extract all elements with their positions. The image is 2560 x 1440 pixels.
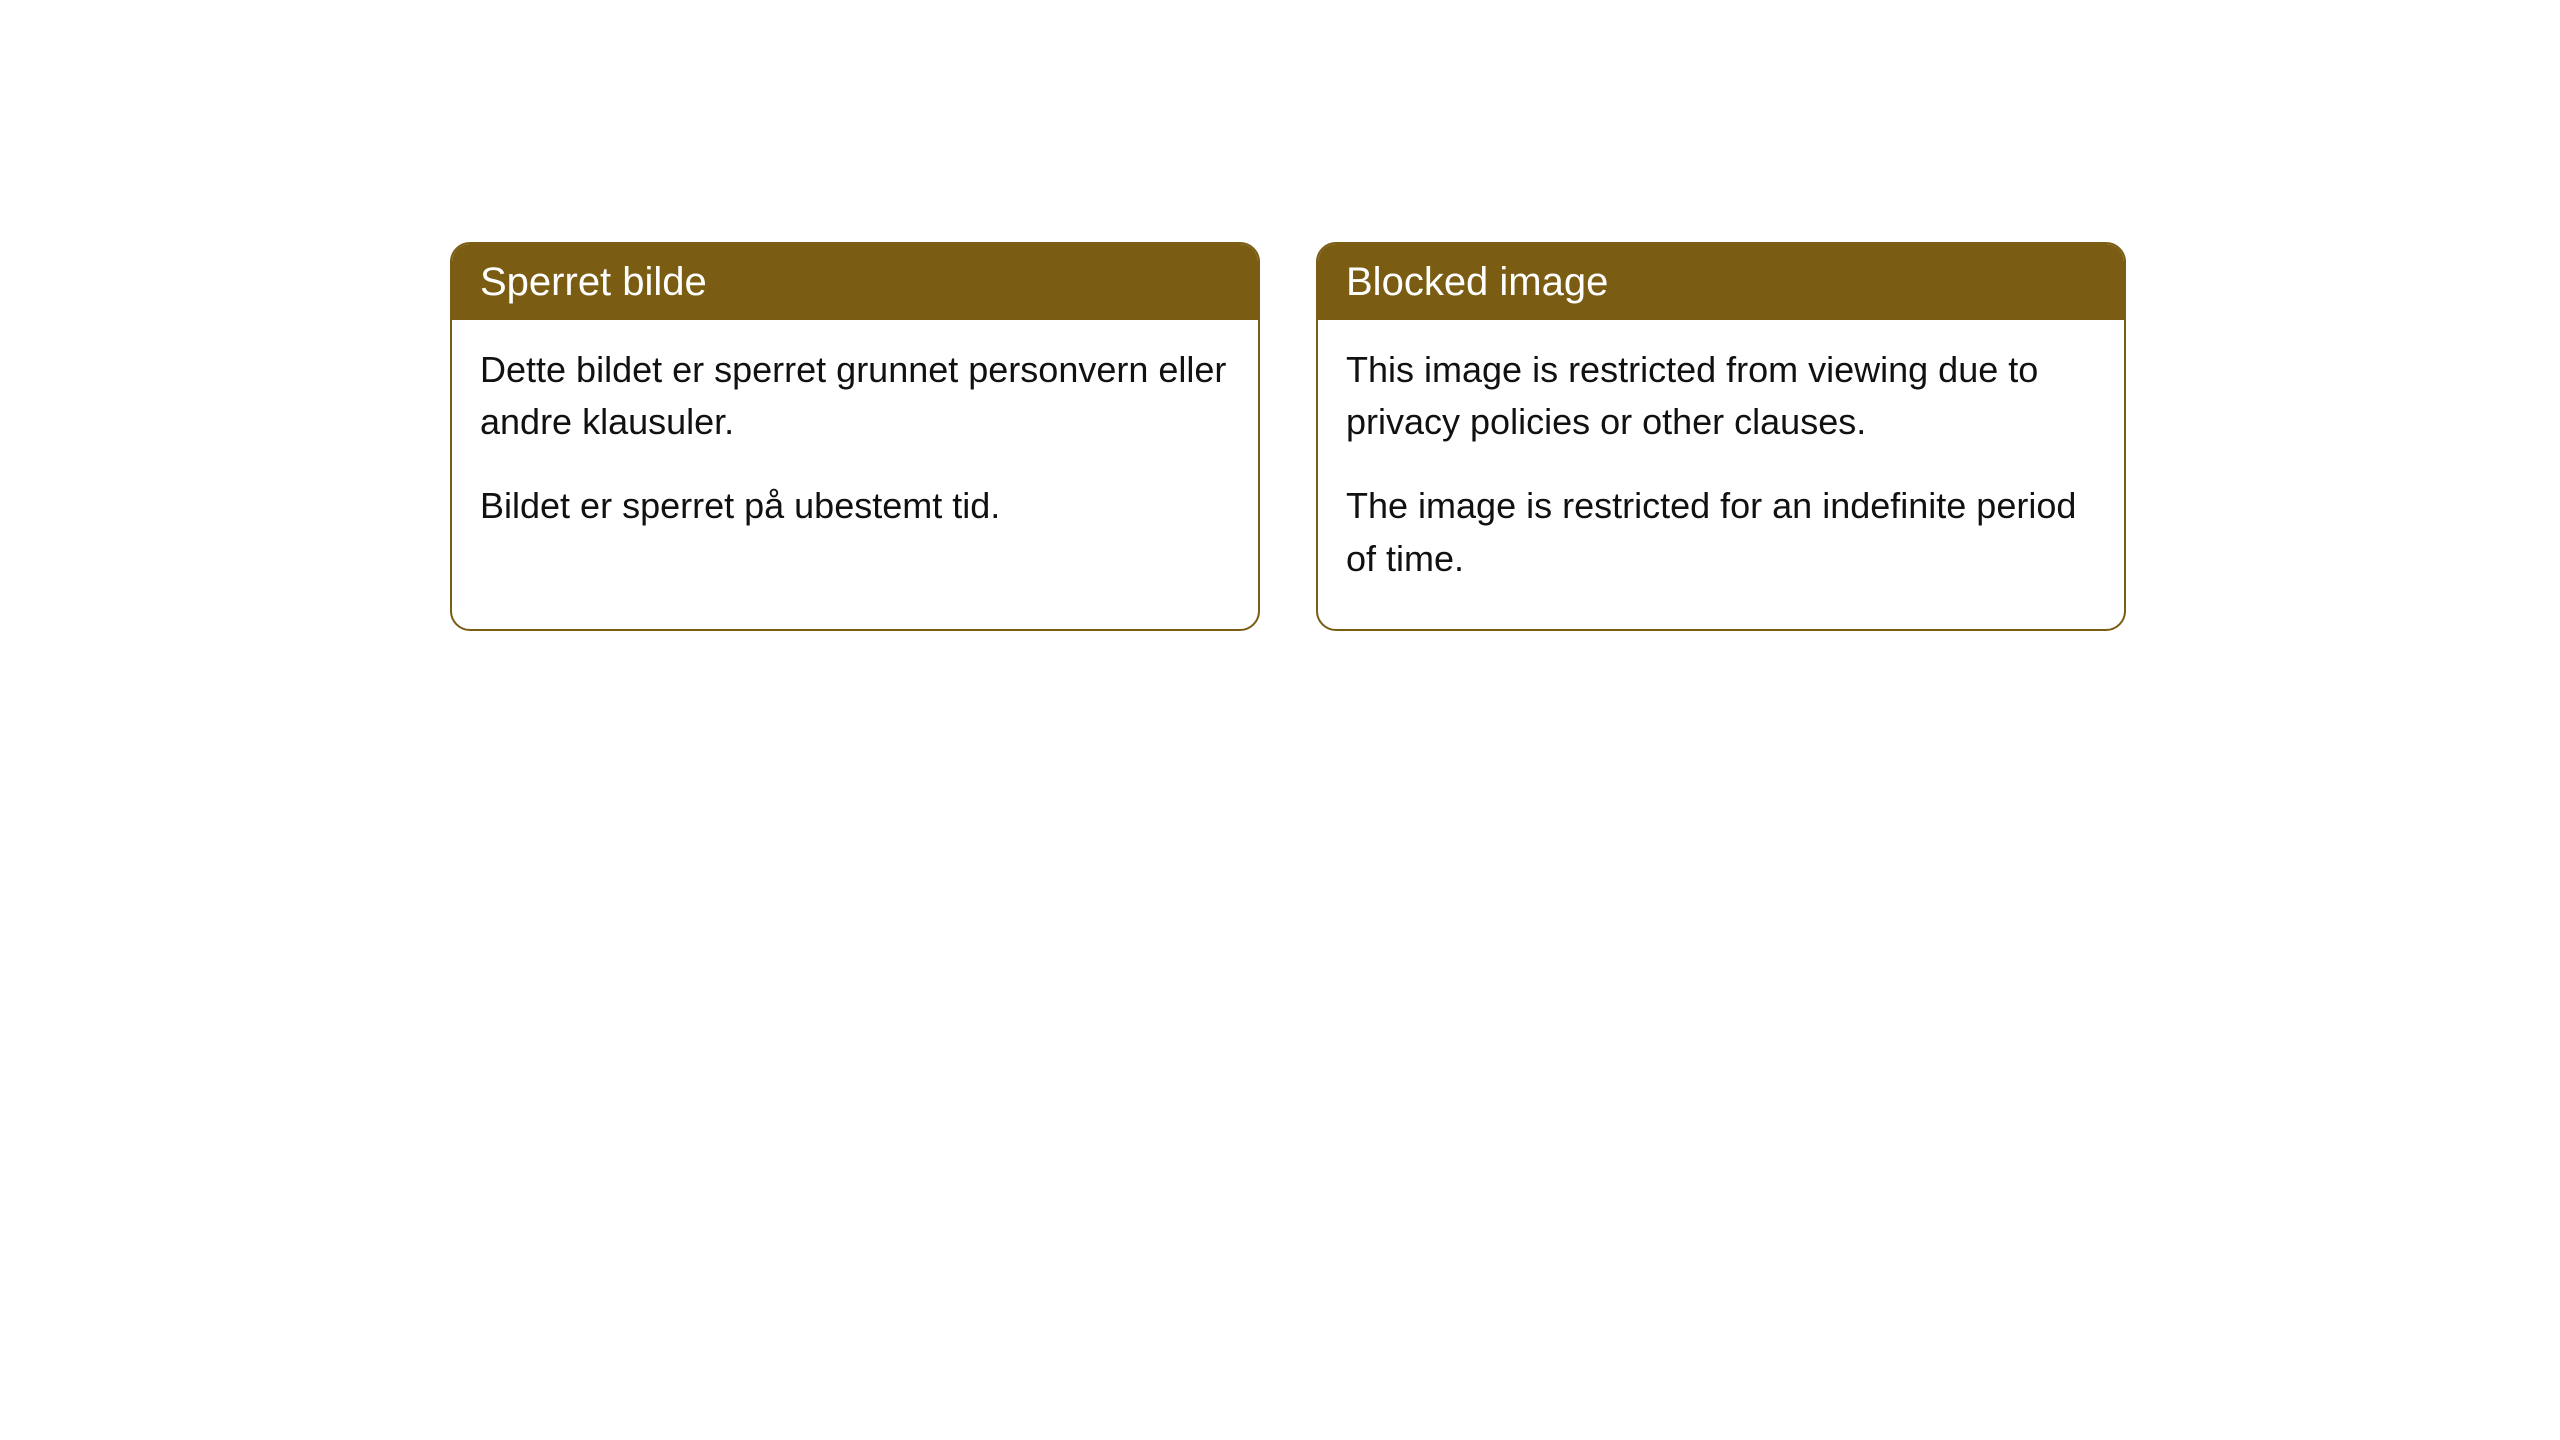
card-paragraph: Bildet er sperret på ubestemt tid.: [480, 480, 1230, 532]
card-paragraph: This image is restricted from viewing du…: [1346, 344, 2096, 448]
blocked-image-card-no: Sperret bilde Dette bildet er sperret gr…: [450, 242, 1260, 631]
card-body: Dette bildet er sperret grunnet personve…: [452, 320, 1258, 577]
notice-cards-container: Sperret bilde Dette bildet er sperret gr…: [450, 242, 2126, 631]
card-title: Blocked image: [1346, 260, 1608, 304]
card-title: Sperret bilde: [480, 260, 707, 304]
card-paragraph: Dette bildet er sperret grunnet personve…: [480, 344, 1230, 448]
blocked-image-card-en: Blocked image This image is restricted f…: [1316, 242, 2126, 631]
card-header: Sperret bilde: [452, 244, 1258, 320]
card-paragraph: The image is restricted for an indefinit…: [1346, 480, 2096, 584]
card-header: Blocked image: [1318, 244, 2124, 320]
card-body: This image is restricted from viewing du…: [1318, 320, 2124, 629]
